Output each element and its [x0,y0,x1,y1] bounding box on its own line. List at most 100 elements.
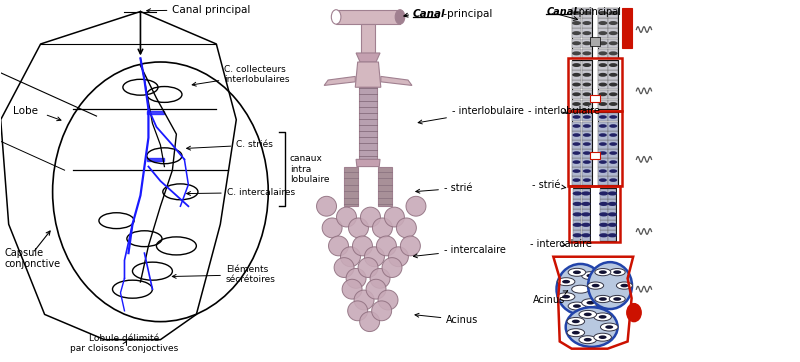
Bar [608,189,617,199]
Circle shape [572,73,581,77]
Polygon shape [381,76,412,85]
Bar [582,49,592,58]
Bar [598,60,618,109]
Circle shape [562,280,570,283]
Bar [609,39,618,48]
Circle shape [573,160,581,164]
Circle shape [582,11,591,15]
Circle shape [598,21,607,25]
Circle shape [609,73,618,77]
Circle shape [588,282,604,289]
Ellipse shape [337,207,357,227]
Ellipse shape [395,10,405,24]
Polygon shape [361,24,375,53]
Circle shape [573,133,581,137]
Bar [598,70,608,80]
Bar [582,8,592,18]
Bar [572,29,582,38]
Circle shape [572,320,580,323]
Circle shape [609,83,618,87]
Circle shape [567,329,585,337]
Bar [582,122,592,131]
Circle shape [594,313,611,321]
Circle shape [599,178,607,182]
Circle shape [599,160,607,164]
Ellipse shape [317,196,337,216]
Text: Canal: Canal [546,7,577,17]
Bar [574,220,582,230]
Circle shape [621,284,629,287]
Bar [598,149,608,157]
Circle shape [592,284,600,287]
Bar [582,39,592,48]
Bar [600,189,608,199]
Circle shape [573,270,581,274]
Bar [582,140,592,148]
Bar [582,60,592,70]
Circle shape [583,142,591,146]
Circle shape [610,133,618,137]
Bar [568,111,622,186]
Bar [598,113,618,185]
Circle shape [572,41,581,45]
Circle shape [599,115,607,119]
Bar [574,199,582,209]
Bar [572,39,582,48]
Circle shape [593,287,601,291]
Circle shape [572,21,581,25]
Ellipse shape [342,279,362,299]
Circle shape [594,333,611,341]
Polygon shape [356,53,380,62]
Bar [598,80,608,89]
Bar [572,113,582,122]
Text: - intercalaire: - intercalaire [530,239,592,249]
Text: C. collecteurs
interlobulaires: C. collecteurs interlobulaires [192,65,290,86]
Bar [572,90,582,99]
Circle shape [599,169,607,173]
Circle shape [598,63,607,67]
Bar [609,140,618,148]
Bar [582,176,592,185]
Bar [598,90,608,99]
Bar [609,29,618,38]
Bar [574,188,590,240]
Ellipse shape [366,279,386,299]
Bar [582,18,592,28]
Bar [572,140,582,148]
Bar [582,113,592,122]
Bar [598,39,608,48]
Bar [598,140,608,148]
Polygon shape [378,167,392,206]
Text: - strié: - strié [532,180,566,190]
Ellipse shape [341,247,361,267]
Text: C. intercalaires: C. intercalaires [186,188,295,197]
Bar [600,188,617,240]
Text: Lobe: Lobe [13,106,38,116]
Ellipse shape [385,207,404,227]
Circle shape [582,92,591,96]
Circle shape [573,223,582,227]
Bar [609,149,618,157]
Bar [608,199,617,209]
Bar [590,152,600,159]
Circle shape [598,83,607,87]
Circle shape [572,83,581,87]
Circle shape [572,92,581,96]
Ellipse shape [382,258,402,277]
Bar [568,58,622,111]
Circle shape [582,31,591,35]
Ellipse shape [389,247,408,267]
Ellipse shape [358,258,378,277]
Circle shape [572,11,581,15]
Bar [609,60,618,70]
Circle shape [599,133,607,137]
Circle shape [582,299,599,307]
Circle shape [582,272,599,279]
Circle shape [608,233,617,237]
Circle shape [617,282,632,289]
Bar [570,186,620,242]
Polygon shape [336,10,400,24]
Bar [582,90,592,99]
Ellipse shape [360,312,380,332]
Circle shape [562,295,570,299]
